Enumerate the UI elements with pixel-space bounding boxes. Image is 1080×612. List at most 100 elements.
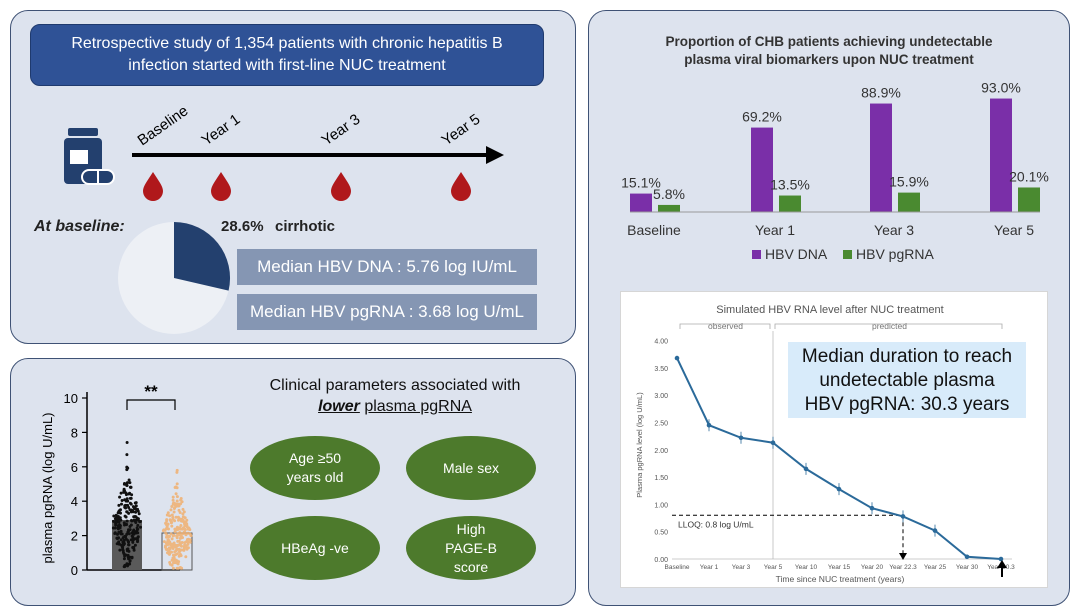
group1-dot — [128, 496, 132, 500]
group2-dot — [178, 536, 182, 540]
group2-dot — [172, 553, 175, 557]
group1-dot — [125, 484, 129, 487]
group1-dot — [123, 498, 127, 502]
line-y-tick-label: 0.00 — [654, 557, 668, 564]
group1-dot — [128, 481, 132, 485]
group1-dot — [127, 557, 130, 561]
line-point — [674, 355, 680, 361]
group1-dot — [117, 509, 121, 513]
group2-dot — [162, 540, 166, 544]
line-y-tick-label: 1.00 — [654, 502, 668, 509]
group1-dot — [132, 530, 136, 534]
group2-dot — [178, 511, 182, 514]
bar-pgrna — [1018, 187, 1040, 212]
group2-dot — [180, 527, 184, 531]
group1-dot — [136, 507, 140, 511]
line-y-tick-label: 4.00 — [654, 339, 668, 346]
age-oval: Age ≥50 years old — [250, 436, 380, 500]
group1-dot — [128, 562, 132, 566]
group1-dot — [125, 519, 129, 523]
group2-dot — [174, 485, 178, 489]
line-y-tick-label: 1.50 — [654, 475, 668, 482]
group1-dot — [125, 453, 129, 457]
group2-dot — [165, 533, 169, 537]
group1-dot — [122, 521, 126, 525]
group2-dot — [171, 517, 175, 521]
group2-dot — [172, 507, 176, 510]
group1-dot — [136, 517, 140, 521]
lloq-label: LLOQ: 0.8 log U/mL — [678, 519, 754, 529]
group2-dot — [171, 502, 175, 506]
group2-dot — [173, 559, 176, 563]
group1-dot — [127, 478, 131, 482]
group2-dot — [181, 515, 185, 519]
group2-dot — [180, 548, 184, 552]
group1-dot — [127, 549, 131, 553]
group2-dot — [176, 562, 180, 566]
group1-dot — [125, 522, 129, 526]
group2-dot — [179, 566, 183, 570]
bar-category-label: Baseline — [627, 222, 681, 238]
timeline-arrow — [132, 146, 504, 164]
group2-dot — [175, 482, 179, 486]
line-chart-y-label: Plasma pgRNA level (log U/mL) — [635, 392, 644, 498]
male-sex-oval: Male sex — [406, 436, 536, 500]
group1-dot — [118, 524, 122, 528]
group1-dot — [134, 510, 138, 514]
group1-dot — [139, 525, 142, 529]
bar-chart-title-line2: plasma viral biomarkers upon NUC treatme… — [684, 52, 974, 67]
timeline-label: Baseline — [135, 102, 192, 149]
group1-dot — [112, 519, 115, 523]
group1-dot — [128, 501, 132, 505]
group2-dot — [175, 499, 179, 503]
observed-label: observed — [708, 321, 743, 331]
group2-dot — [175, 495, 179, 499]
group1-dot — [125, 532, 129, 536]
legend-swatch-dna — [752, 250, 761, 259]
group2-dot — [168, 552, 171, 556]
group1-dot — [111, 526, 115, 530]
group2-dot — [165, 519, 169, 523]
line-x-tick-label: Year 5 — [764, 564, 783, 571]
group2-dot — [180, 541, 184, 544]
group2-dot — [187, 537, 190, 541]
hbeag-oval: HBeAg -ve — [250, 516, 380, 580]
group1-dot — [130, 556, 134, 560]
clinical-title-line1: Clinical parameters associated with — [269, 377, 521, 394]
group2-dot — [182, 510, 186, 514]
group1-dot — [117, 530, 121, 534]
timeline-label: Year 1 — [199, 111, 244, 149]
group1-dot — [134, 521, 138, 524]
bar-dna — [751, 127, 773, 212]
group2-dot — [168, 562, 172, 566]
lloq-arrow-head — [899, 553, 907, 560]
scatter-y-tick-label: 6 — [71, 460, 78, 475]
group2-dot — [184, 555, 188, 559]
group2-dot — [181, 507, 185, 511]
cirrhotic-label: cirrhotic — [275, 218, 336, 235]
group2-dot — [173, 550, 177, 554]
page-b-oval: High PAGE-B score — [406, 516, 536, 580]
cirrhotic-pct: 28.6% — [221, 218, 264, 235]
group2-dot — [184, 533, 188, 537]
group1-dot — [118, 495, 122, 499]
group2-dot — [177, 539, 181, 543]
line-x-tick-label: Year 20 — [861, 564, 884, 571]
bar-pgrna — [898, 192, 920, 212]
bar-pgrna — [779, 195, 801, 212]
group2-dot — [169, 508, 173, 512]
group1-dot — [119, 529, 123, 533]
callout-line3: HBV pgRNA: 30.3 years — [804, 394, 1010, 415]
group2-dot — [178, 517, 182, 521]
bar-category-label: Year 1 — [755, 222, 795, 238]
group1-dot — [132, 506, 136, 510]
legend: HBV DNA HBV pgRNA — [752, 246, 934, 262]
group1-dot — [127, 506, 131, 509]
line-y-tick-label: 3.50 — [654, 366, 668, 373]
study-title-line1: Retrospective study of 1,354 patients wi… — [71, 35, 503, 52]
end-arrow-icon — [997, 560, 1007, 577]
line-y-tick-label: 3.00 — [654, 393, 668, 400]
group2-dot — [173, 543, 176, 547]
group2-dot — [172, 541, 176, 545]
group2-dot — [165, 513, 169, 517]
